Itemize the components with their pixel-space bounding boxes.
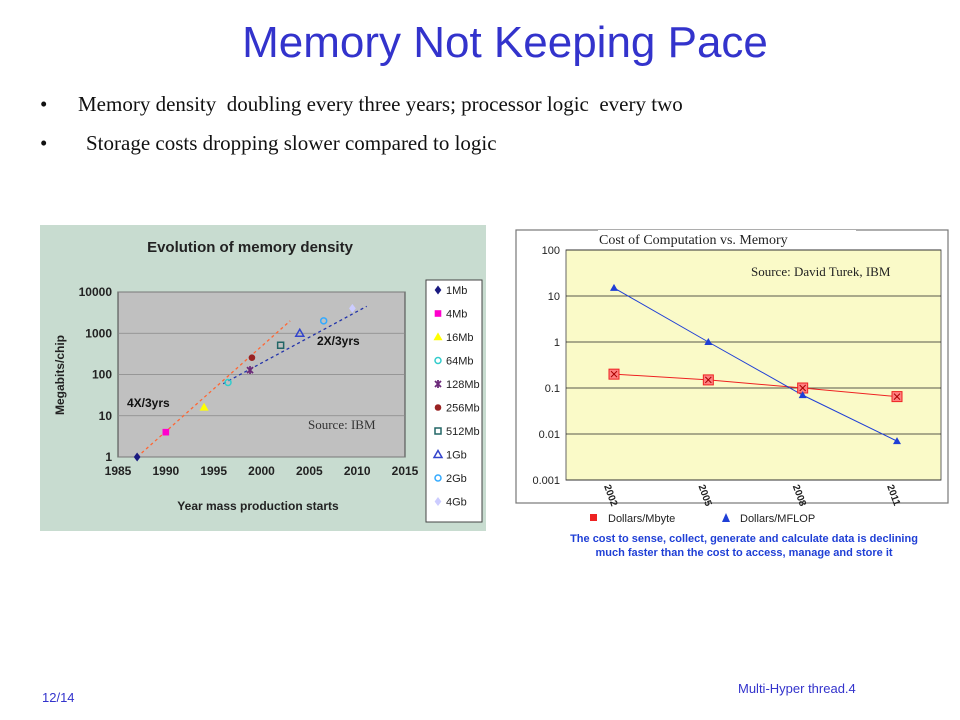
y-tick-label: 10: [99, 409, 113, 423]
slide-title: Memory Not Keeping Pace: [242, 18, 768, 67]
data-points: [133, 303, 356, 462]
legend-marker-1Gb: [432, 448, 444, 459]
y-tick-label: 10000: [79, 285, 113, 299]
y-tick-label: 1: [105, 450, 112, 464]
legend-marker-2Gb: [434, 474, 442, 482]
legend-label: 128Mb: [446, 379, 480, 391]
legend-marker-16Mb: [433, 332, 443, 341]
trend-lines: [136, 305, 368, 458]
point-Dollars/MFLOP: [610, 283, 618, 291]
point-mark: [893, 393, 901, 400]
x-tick-label: 2010: [344, 464, 371, 478]
y-axis-label: Megabits/chip: [53, 335, 67, 415]
point-64Mb: [224, 378, 232, 387]
legend-marker-Dollars/Mbyte: [590, 514, 597, 521]
point-256Mb: [248, 354, 256, 361]
point-Dollars/MFLOP: [798, 391, 807, 399]
bullet-dot: •: [40, 92, 48, 116]
legend-marker-64Mb: [434, 356, 442, 365]
y-tick-label: 100: [92, 368, 112, 382]
gridlines: [118, 291, 405, 458]
point-1Mb: [133, 452, 141, 462]
series-line-Dollars/MFLOP: [613, 287, 898, 442]
point-1Gb: [294, 327, 306, 337]
legend-marker-4Mb: [434, 310, 442, 317]
source-label: Source: David Turek, IBM: [751, 264, 891, 279]
legend-marker-1Mb: [434, 285, 442, 295]
legend-label: Dollars/MFLOP: [740, 513, 815, 525]
axis-ticks: 1 10 100 1000 10000 1985 1990 1995 2000 2005 2010 2…: [79, 285, 419, 478]
chart-title: Cost of Computation vs. Memory: [599, 233, 788, 248]
legend-label: 16Mb: [446, 332, 474, 344]
point-2Gb: [319, 317, 328, 325]
plot-area: [565, 249, 942, 481]
legend-label: 4Mb: [446, 309, 467, 321]
trend-line: [136, 320, 291, 458]
legend-marker-512Mb: [434, 427, 442, 435]
point-512Mb: [276, 341, 285, 349]
x-tick-label: 1990: [152, 464, 179, 478]
y-tick-label: 10: [548, 291, 560, 303]
source-label: Source: IBM: [308, 417, 376, 432]
x-tick-label: 2000: [248, 464, 275, 478]
y-tick-label: 0.01: [539, 429, 560, 441]
legend-items: 1Mb 4Mb 16Mb 64Mb 128Mb 256Mb 512Mb 1Gb 2Gb 4Gb: [432, 285, 480, 509]
bullet-dot: •: [40, 131, 48, 155]
x-axis-label: Year mass production starts: [177, 499, 339, 513]
legend-label: 1Gb: [446, 450, 467, 462]
caption-line-2: much faster than the cost to access, man…: [595, 547, 892, 559]
legend: [425, 279, 483, 523]
footer-label: Multi-Hyper thread.4: [738, 681, 856, 696]
legend: Dollars/Mbyte Dollars/MFLOP: [590, 513, 815, 525]
y-tick-label: 0.001: [532, 475, 560, 487]
bullet-text: Memory density doubling every three year…: [78, 92, 683, 116]
legend-label: 1Mb: [446, 285, 467, 297]
legend-marker-256Mb: [434, 404, 442, 411]
bullet-1: • Memory density doubling every three yea…: [40, 92, 683, 117]
y-tick-label: 1000: [85, 326, 112, 340]
y-tick-label: 0.1: [545, 383, 560, 395]
memory-density-chart: Evolution of memory density 1 10 100 1000 10…: [40, 225, 486, 531]
legend-label: 512Mb: [446, 426, 480, 438]
legend-label: 2Gb: [446, 473, 467, 485]
point-16Mb: [199, 402, 209, 411]
annotation-4x: 4X/3yrs: [127, 396, 170, 410]
point-Dollars/MFLOP: [893, 437, 901, 445]
page-number: 12/14: [42, 690, 75, 705]
y-tick-label: 1: [554, 337, 560, 349]
point-128Mb: [246, 366, 254, 375]
legend-label: 64Mb: [446, 356, 474, 368]
point-4Gb: [349, 303, 356, 313]
legend-marker-Dollars/MFLOP: [722, 513, 730, 522]
legend-marker-128Mb: [434, 380, 442, 388]
caption-line-1: The cost to sense, collect, generate and…: [570, 533, 918, 545]
bullet-text: Storage costs dropping slower compared t…: [86, 131, 497, 155]
series-lines: [608, 283, 903, 445]
legend-marker-4Gb: [434, 497, 442, 506]
x-tick-label: 1985: [105, 464, 132, 478]
x-tick-label: 1995: [200, 464, 227, 478]
title-background: [598, 230, 856, 248]
legend-label: 256Mb: [446, 403, 480, 415]
chart-title: Evolution of memory density: [147, 239, 354, 256]
series-line-Dollars/Mbyte: [613, 373, 898, 398]
point-mark: [610, 370, 618, 378]
bullet-2: • Storage costs dropping slower compared …: [40, 131, 497, 156]
y-tick-label: 100: [542, 245, 560, 257]
point-Dollars/MFLOP: [704, 338, 713, 345]
point-4Mb: [162, 428, 170, 436]
x-tick-label: 2005: [296, 464, 323, 478]
annotation-2x: 2X/3yrs: [317, 334, 360, 348]
legend-label: 4Gb: [446, 497, 467, 509]
point-mark: [799, 384, 807, 392]
point-mark: [704, 376, 712, 384]
x-tick-label: 2015: [392, 464, 419, 478]
legend-label: Dollars/Mbyte: [608, 513, 675, 525]
